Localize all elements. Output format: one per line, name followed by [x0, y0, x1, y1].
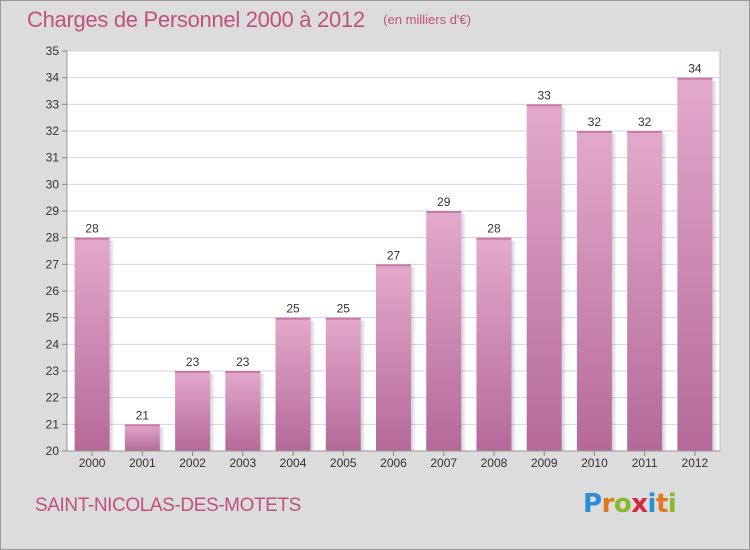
bar-shadow: [712, 80, 718, 452]
bar: [476, 237, 512, 451]
bar-shadow: [360, 320, 366, 451]
y-tick-label: 32: [46, 124, 60, 138]
y-tick-label: 22: [46, 391, 60, 405]
x-tick-label: 2004: [280, 456, 307, 470]
bar-shadow: [662, 134, 668, 451]
chart-title-row: Charges de Personnel 2000 à 2012 (en mil…: [27, 7, 471, 33]
y-tick-label: 30: [46, 177, 60, 191]
bar-top-edge: [376, 264, 411, 267]
bar-shadow: [611, 134, 617, 451]
bar: [74, 237, 110, 451]
bar-shadow: [210, 374, 216, 451]
bar: [376, 264, 411, 451]
bar: [627, 131, 663, 451]
bar-shadow: [511, 240, 517, 451]
bar-top-edge: [325, 317, 361, 320]
x-tick-label: 2007: [430, 456, 457, 470]
y-tick-label: 28: [46, 231, 60, 245]
bars: 28 21 23 23 25 25 27 29 28 33 32 32 34: [74, 62, 718, 452]
y-tick-label: 26: [46, 284, 60, 298]
x-tick-label: 2003: [229, 456, 256, 470]
bar: [576, 131, 612, 451]
chart-title: Charges de Personnel 2000 à 2012: [27, 7, 365, 32]
data-label: 23: [236, 355, 250, 369]
bar-top-edge: [627, 131, 663, 133]
data-label: 32: [638, 115, 652, 129]
x-tick-label: 2010: [581, 456, 608, 470]
proxiti-logo: Proxiti: [583, 489, 677, 519]
bar-top-edge: [175, 371, 211, 373]
logo-letter: t: [655, 489, 668, 519]
bar: [426, 211, 462, 451]
y-tick-label: 35: [46, 44, 60, 58]
logo-letter: o: [613, 489, 632, 519]
data-label: 25: [337, 302, 351, 316]
bar-top-edge: [225, 371, 261, 373]
bar-top-edge: [677, 77, 713, 80]
bar-top-edge: [275, 317, 311, 320]
data-label: 21: [136, 408, 150, 422]
logo-letter: i: [647, 489, 657, 519]
y-tick-label: 20: [46, 444, 60, 458]
bar-top-edge: [526, 104, 562, 107]
bar: [325, 317, 361, 451]
bar: [175, 371, 211, 451]
logo-letter: P: [583, 489, 602, 519]
bar-top-edge: [124, 424, 160, 427]
bar-shadow: [461, 214, 467, 451]
bar: [124, 424, 160, 451]
y-tick-label: 27: [46, 257, 60, 271]
chart-subtitle: (en milliers d'€): [383, 12, 471, 27]
x-tick-label: 2011: [632, 456, 658, 470]
bar-top-edge: [476, 237, 512, 240]
data-label: 27: [387, 248, 401, 262]
x-axis: 2000 2001 2002 2003 2004 2005 2006 2007 2008 2009…: [67, 450, 720, 470]
y-tick-label: 33: [46, 97, 60, 111]
place-name: SAINT-NICOLAS-DES-MOTETS: [35, 495, 301, 516]
bar-shadow: [159, 427, 165, 451]
y-tick-label: 23: [46, 364, 60, 378]
y-tick-label: 21: [46, 417, 60, 431]
bar: [275, 317, 311, 451]
data-label: 25: [286, 302, 300, 316]
bar: [225, 371, 261, 451]
y-tick-label: 31: [46, 151, 60, 165]
bar-shadow: [411, 267, 416, 451]
bar-top-edge: [426, 211, 462, 213]
y-tick-label: 34: [46, 71, 60, 85]
y-tick-label: 24: [46, 337, 60, 351]
y-tick-label: 25: [46, 311, 60, 325]
logo-letter: r: [601, 489, 615, 519]
data-label: 28: [85, 222, 99, 236]
bar-top-edge: [74, 237, 110, 240]
logo-letter: x: [631, 489, 648, 519]
x-tick-label: 2005: [330, 456, 357, 470]
data-label: 34: [688, 62, 702, 76]
data-label: 23: [186, 355, 200, 369]
data-label: 28: [487, 222, 501, 236]
bar-shadow: [260, 374, 266, 451]
y-tick-label: 29: [46, 204, 60, 218]
bar-shadow: [561, 107, 567, 451]
x-tick-label: 2002: [179, 456, 206, 470]
data-label: 32: [588, 115, 602, 129]
x-tick-label: 2009: [531, 456, 558, 470]
x-tick-label: 2008: [481, 456, 508, 470]
x-tick-label: 2006: [380, 456, 407, 470]
data-label: 29: [437, 195, 451, 209]
x-tick-label: 2000: [79, 456, 106, 470]
logo-letter: i: [667, 489, 677, 519]
bar-shadow: [310, 320, 316, 451]
data-label: 33: [538, 88, 552, 102]
x-tick-label: 2012: [682, 456, 709, 470]
bar: [677, 77, 713, 452]
x-tick-label: 2001: [129, 456, 156, 470]
y-axis: 20 21 22 23 24 25 26 27 28 29 30 31 32 33 34 35: [46, 44, 68, 458]
bar-top-edge: [576, 131, 612, 133]
bar: [526, 104, 562, 451]
bar-shadow: [109, 240, 115, 451]
